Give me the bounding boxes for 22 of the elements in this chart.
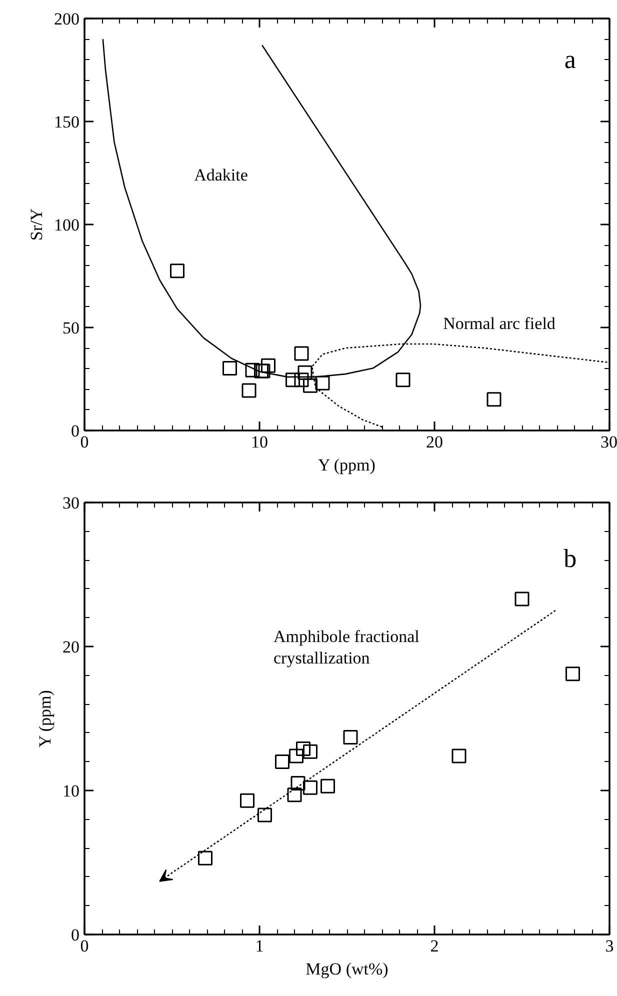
y-tick-label: 150 <box>54 112 80 132</box>
y-axis-title: Y (ppm) <box>36 690 54 748</box>
y-tick-label: 20 <box>62 638 80 656</box>
x-tick-label: 20 <box>426 432 443 452</box>
y-tick-label: 100 <box>54 216 80 234</box>
annotation: Amphibole fractional crystallization <box>274 626 420 668</box>
y-tick-label: 200 <box>54 10 80 28</box>
x-tick-label: 3 <box>605 936 614 956</box>
y-tick-label: 50 <box>62 318 80 338</box>
x-axis-title: MgO (wt%) <box>306 960 388 978</box>
y-tick-label: 10 <box>62 782 80 800</box>
x-tick-label: 2 <box>430 936 439 956</box>
x-tick-label: 30 <box>600 432 617 452</box>
annotation: a <box>564 45 576 74</box>
y-axis-title: Sr/Y <box>27 208 46 241</box>
y-tick-label: 30 <box>62 494 80 512</box>
annotation: Adakite <box>194 166 248 185</box>
x-tick-label: 10 <box>251 432 268 452</box>
x-tick-label: 1 <box>255 936 264 956</box>
annotation: Normal arc field <box>443 314 556 333</box>
x-axis-title: Y (ppm) <box>318 456 376 474</box>
annotation: b <box>564 544 577 574</box>
